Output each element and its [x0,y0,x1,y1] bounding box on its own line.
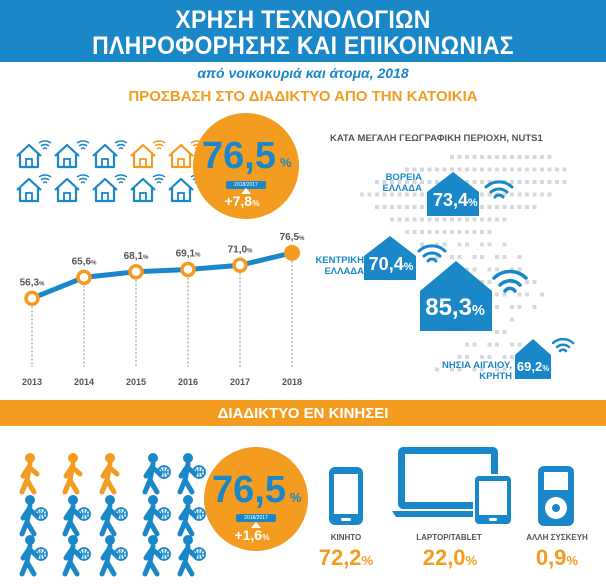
house-icon [129,139,167,169]
house-icon [53,139,91,169]
x-tick-label: 2017 [230,377,250,387]
house-icon [129,173,167,203]
mobile-headline-unit: % [290,490,302,505]
x-tick-label: 2016 [178,377,198,387]
page-title-line2: ΠΛΗΡΟΦΟΡΗΣΗΣ ΚΑΙ ΕΠΙΚΟΙΝΩΝΙΑΣ [92,32,514,60]
home-access-line-chart: 56,3% 65,6% 68,1% 69,1% 71,0% 76,5% 2013 2014 20… [20,232,305,387]
person-globe-icon [62,495,91,537]
person-walking-icon [62,453,83,495]
data-label: 69,1% [176,249,201,260]
region-house-central [364,236,447,280]
mobile-phone-icon [329,467,363,525]
device-label-mobile: ΚΙΝΗΤΟ [330,533,362,542]
person-globe-icon [177,535,206,577]
region-label-north: ΒΟΡΕΙΑ ΕΛΛΑΔΑ [382,172,422,194]
region-house-aegean [515,338,575,379]
data-label: 56,3% [20,277,45,288]
person-globe-icon [99,495,128,537]
house-icon [91,139,129,169]
home-headline-unit: % [280,155,292,170]
device-label-other: ΑΛΛΗ ΣΥΣΚΕΥΗ [526,533,588,542]
triangle-up-icon [251,522,261,528]
mobile-headline-value: 76,5 [212,469,286,511]
person-globe-icon [19,535,48,577]
triangle-up-icon [241,188,251,194]
mobile-delta: +1,6% [234,527,270,543]
device-label-laptop: LAPTOP/TABLET [416,533,482,542]
data-point [284,244,300,261]
x-tick-label: 2018 [282,377,302,387]
x-tick-label: 2015 [126,377,146,387]
person-globe-icon [142,453,171,495]
device-value-laptop: 22,0% [422,545,478,570]
device-value-other: 0,9% [535,545,579,570]
person-globe-icon [177,453,206,495]
region-value-central: 70,4% [368,254,414,274]
region-house-north [427,172,514,216]
person-globe-icon [177,495,206,537]
person-walking-icon [19,453,40,495]
house-wifi-icon-grid [15,139,205,203]
data-label: 76,5% [280,232,305,243]
region-house-attica [420,261,528,331]
x-tick-label: 2013 [22,377,42,387]
data-label: 65,6% [72,256,97,267]
house-icon [15,173,53,203]
person-globe-icon [142,495,171,537]
region-value-attica: 85,3% [425,294,485,321]
media-player-icon [538,466,574,526]
data-point [76,269,92,286]
home-delta: +7,8% [224,193,260,209]
region-value-aegean: 69,2% [516,359,550,374]
x-tick-label: 2014 [74,377,94,387]
laptop-tablet-icon [392,447,513,526]
person-globe-icon [19,495,48,537]
section-mobile-band [0,400,606,426]
house-icon [53,173,91,203]
home-pill: 2018/2017 [226,181,266,189]
data-label: 71,0% [228,244,253,255]
region-value-north: 73,4% [433,190,478,210]
greece-map-dots [360,155,567,372]
data-point [24,290,40,307]
person-globe-icon [62,535,91,577]
person-walking-icon [99,453,120,495]
data-label: 68,1% [124,251,149,262]
people-icon-grid [19,453,206,577]
person-globe-icon [99,535,128,577]
person-globe-icon [142,535,171,577]
page-subtitle: από νοικοκυριά και άτομα, 2018 [197,65,409,81]
series-line [31,250,293,301]
page-title-line1: ΧΡΗΣΗ ΤΕΧΝΟΛΟΓΙΩΝ [175,6,431,34]
regions-title: ΚΑΤΑ ΜΕΓΑΛΗ ΓΕΩΓΡΑΦΙΚΗ ΠΕΡΙΟΧΗ, NUTS1 [330,133,543,144]
device-value-mobile: 72,2% [318,545,374,570]
house-icon [15,139,53,169]
region-label-attica: ΑΤΤΙΚΗ [435,323,470,334]
mobile-pill: 2018/2017 [236,514,276,522]
home-headline-value: 76,5 [202,135,276,177]
house-icon [91,173,129,203]
home-headline-bubble [193,113,299,219]
data-point [180,261,196,278]
mobile-headline-bubble [204,447,308,551]
data-point [128,264,144,280]
data-point [232,257,248,273]
section-home-title: ΠΡΟΣΒΑΣΗ ΣΤΟ ΔΙΑΔΙΚΤΥΟ ΑΠΟ ΤΗΝ ΚΑΤΟΙΚΙΑ [128,88,478,105]
region-label-aegean: ΝΗΣΙΑ ΑΙΓΑΙΟΥ, ΚΡΗΤΗ [442,360,512,382]
region-label-central: ΚΕΝΤΡΙΚΗ ΕΛΛΑΔΑ [315,255,364,277]
header-banner [0,0,606,62]
section-mobile-title: ΔΙΑΔΙΚΤΥΟ ΕΝ ΚΙΝΗΣΕΙ [217,405,389,422]
